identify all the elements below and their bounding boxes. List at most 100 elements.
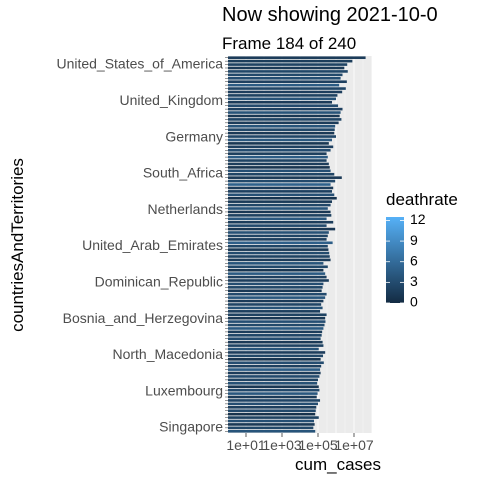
bar bbox=[228, 385, 319, 389]
bar bbox=[228, 361, 324, 365]
y-tick-label: Germany bbox=[165, 128, 223, 144]
bar bbox=[228, 402, 318, 406]
bar bbox=[228, 162, 329, 166]
bar bbox=[228, 220, 334, 224]
bar bbox=[228, 238, 327, 241]
y-axis: United_States_of_America United_Kingdom Ge… bbox=[56, 56, 228, 435]
bar bbox=[228, 111, 341, 114]
bar bbox=[228, 375, 320, 378]
bar bbox=[228, 330, 323, 334]
bar bbox=[228, 419, 315, 423]
bar bbox=[228, 107, 343, 111]
chart-subtitle: Frame 184 of 240 bbox=[222, 34, 357, 53]
bar bbox=[228, 399, 321, 402]
x-tick-label: 1e+05 bbox=[298, 437, 338, 453]
bar bbox=[228, 354, 324, 358]
bar bbox=[228, 145, 334, 149]
bar bbox=[228, 388, 320, 392]
bar bbox=[228, 186, 334, 190]
bar bbox=[228, 87, 346, 90]
colorbar-label: 3 bbox=[410, 273, 418, 289]
bar bbox=[228, 70, 348, 73]
y-tick-label: Singapore bbox=[159, 419, 223, 435]
bar bbox=[228, 210, 331, 214]
bar bbox=[228, 358, 321, 361]
colorbar-label: 0 bbox=[410, 294, 418, 310]
bar bbox=[228, 214, 332, 217]
bar bbox=[228, 227, 336, 231]
bar bbox=[228, 344, 324, 347]
y-tick-label: Bosnia_and_Herzegovina bbox=[63, 310, 224, 326]
bar bbox=[228, 340, 323, 344]
bar bbox=[228, 405, 317, 409]
bar bbox=[228, 166, 330, 169]
bar bbox=[228, 426, 314, 430]
colorbar-label: 12 bbox=[410, 211, 426, 227]
bar bbox=[228, 296, 326, 299]
bar bbox=[228, 416, 319, 419]
bar bbox=[228, 244, 328, 248]
bar bbox=[228, 207, 328, 210]
bar bbox=[228, 155, 328, 159]
bar bbox=[228, 56, 366, 60]
bar bbox=[228, 148, 331, 152]
bar bbox=[228, 114, 340, 118]
bar bbox=[228, 378, 318, 382]
bar bbox=[228, 73, 343, 77]
bar bbox=[228, 248, 329, 251]
bar bbox=[228, 203, 331, 207]
y-tick-label: Dominican_Republic bbox=[95, 274, 223, 290]
y-axis-label: countriesAndTerritories bbox=[8, 158, 27, 332]
bar bbox=[228, 306, 323, 310]
bar bbox=[228, 275, 327, 279]
bar bbox=[228, 59, 353, 63]
bar bbox=[228, 412, 316, 416]
bar bbox=[228, 327, 324, 330]
bar bbox=[228, 262, 324, 265]
y-tick-label: Netherlands bbox=[148, 201, 224, 217]
bar bbox=[228, 299, 324, 303]
bar bbox=[228, 323, 325, 327]
bar bbox=[228, 395, 317, 399]
bar bbox=[228, 66, 345, 70]
bar bbox=[228, 76, 341, 80]
bar bbox=[228, 169, 331, 173]
bar bbox=[228, 100, 333, 104]
bar bbox=[228, 409, 316, 413]
y-tick-label: South_Africa bbox=[143, 165, 223, 181]
y-tick-label: United_States_of_America bbox=[56, 56, 223, 72]
bar bbox=[228, 138, 333, 142]
bar bbox=[228, 63, 348, 66]
bar bbox=[228, 364, 322, 368]
bar bbox=[228, 128, 335, 131]
bar bbox=[228, 286, 323, 289]
bar bbox=[228, 94, 338, 97]
bar bbox=[228, 382, 318, 385]
bar bbox=[228, 241, 333, 245]
bar bbox=[228, 429, 316, 433]
bar bbox=[228, 172, 335, 176]
legend-title: deathrate bbox=[386, 190, 458, 209]
y-tick-label: United_Arab_Emirates bbox=[82, 237, 223, 253]
bar bbox=[228, 310, 321, 313]
bar bbox=[228, 196, 337, 200]
colorbar-label: 9 bbox=[410, 232, 418, 248]
x-tick-label: 1e+07 bbox=[334, 437, 374, 453]
bar bbox=[228, 190, 333, 193]
bar bbox=[228, 135, 336, 138]
bar bbox=[228, 131, 335, 135]
bar bbox=[228, 337, 321, 341]
bar bbox=[228, 255, 330, 258]
bar bbox=[228, 217, 327, 221]
y-tick-label: North_Macedonia bbox=[112, 346, 223, 362]
bar bbox=[228, 121, 339, 125]
bar bbox=[228, 282, 324, 286]
bar bbox=[228, 183, 331, 186]
bar bbox=[228, 193, 335, 197]
x-tick-label: 1e+03 bbox=[262, 437, 302, 453]
bars bbox=[228, 56, 366, 433]
bar bbox=[228, 334, 322, 337]
bar bbox=[228, 124, 336, 128]
bar bbox=[228, 258, 331, 262]
